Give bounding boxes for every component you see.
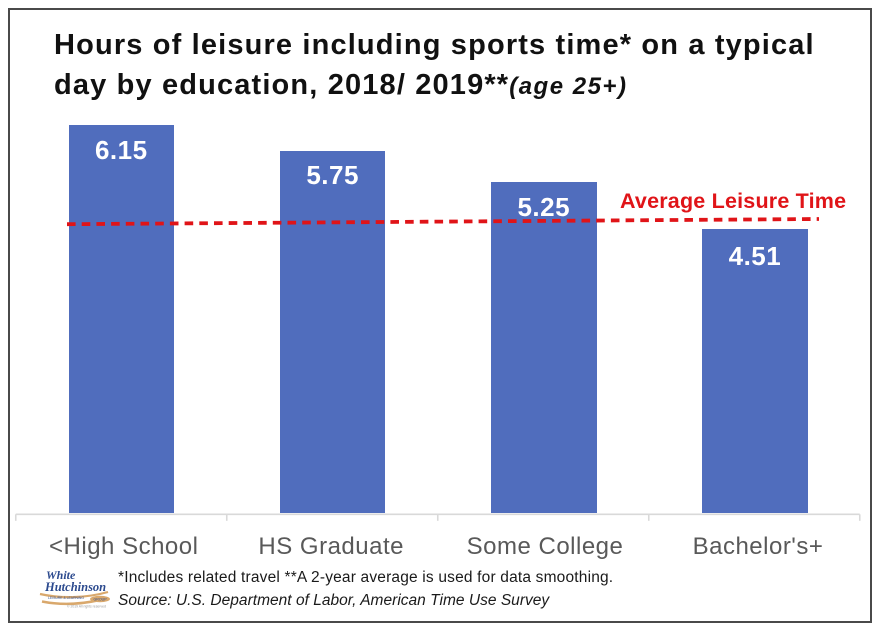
svg-text:White: White — [46, 568, 76, 582]
svg-text:Hutchinson: Hutchinson — [44, 580, 106, 594]
svg-text:GROUP: GROUP — [94, 598, 108, 602]
svg-text:LEISURE & LEARNING: LEISURE & LEARNING — [48, 596, 84, 600]
svg-text:© 2019 All rights reserved: © 2019 All rights reserved — [67, 605, 106, 609]
